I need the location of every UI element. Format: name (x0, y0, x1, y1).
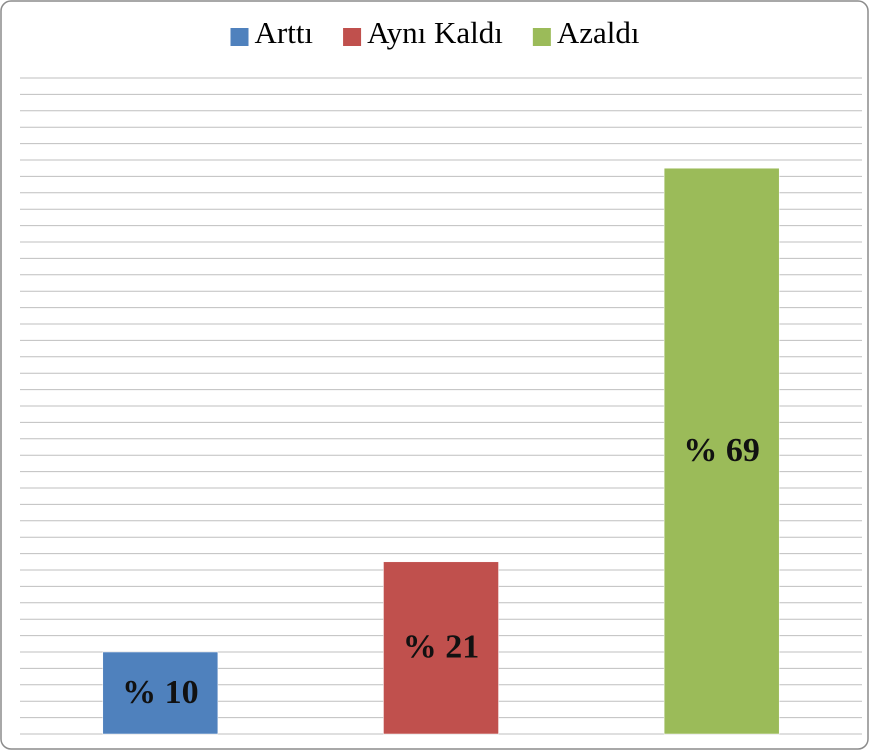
legend-label: Azaldı (557, 15, 640, 50)
legend-swatch (532, 28, 551, 46)
legend-swatch (343, 28, 362, 46)
legend-label: Arttı (255, 15, 314, 50)
legend-swatch (230, 28, 249, 46)
legend-label: Aynı Kaldı (367, 15, 503, 50)
data-label: % 69 (683, 432, 760, 469)
bar (102, 651, 219, 735)
data-label: % 21 (403, 629, 480, 666)
bars: % 10 % 21 % 69 (102, 167, 780, 735)
legend: Arttı Aynı Kaldı Azaldı (230, 15, 640, 50)
bar (383, 561, 499, 735)
data-label: % 10 (122, 674, 199, 711)
bar (663, 167, 780, 735)
